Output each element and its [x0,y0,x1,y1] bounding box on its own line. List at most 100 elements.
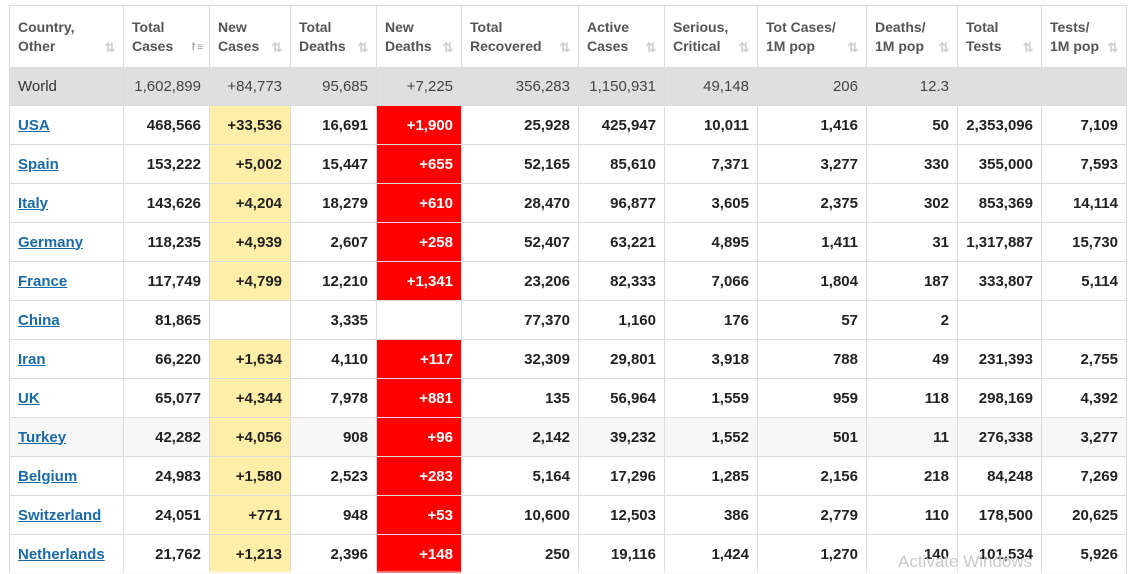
new-cases-cell: +4,056 [209,417,291,457]
header-line-1: Total [470,18,503,35]
total-recovered-cell: 23,206 [461,261,579,301]
total-deaths-cell: 4,110 [290,339,377,379]
serious-critical-cell: 1,424 [664,534,758,574]
new-deaths-cell: +283 [376,456,462,496]
country-link[interactable]: Germany [18,233,84,251]
active-cases-cell: 425,947 [578,105,665,145]
new-cases-cell: +1,580 [209,456,291,496]
header-line-1: New [385,18,414,35]
sort-arrows-icon[interactable]: ⇅ [847,40,859,55]
active-cases-cell: 56,964 [578,378,665,418]
new-cases-cell: +5,002 [209,144,291,184]
column-header-label: New Deaths [385,18,455,56]
country-link[interactable]: China [18,311,60,329]
total-cases-cell: 42,282 [123,417,210,457]
country-cell: Spain [9,144,124,184]
column-header-active-cases[interactable]: Active Cases ⇅ [578,5,665,68]
country-link[interactable]: Iran [18,350,46,368]
country-link[interactable]: France [18,272,68,290]
country-link[interactable]: Spain [18,155,59,173]
country-link[interactable]: USA [18,116,50,134]
sort-arrows-icon[interactable]: ⇅ [559,40,571,55]
country-cell: Belgium [9,456,124,496]
column-header-label: Serious, Critical [673,18,751,56]
sort-desc-icon[interactable]: ↾≡ [189,42,204,53]
column-header-new-cases[interactable]: New Cases ⇅ [209,5,291,68]
cases-per-million-cell: 501 [757,417,867,457]
column-header-label: Active Cases [587,18,658,56]
total-recovered-cell: 2,142 [461,417,579,457]
country-link[interactable]: Netherlands [18,545,105,563]
active-cases-cell: 29,801 [578,339,665,379]
column-header-total-tests[interactable]: Total Tests ⇅ [957,5,1042,68]
sort-arrows-icon[interactable]: ⇅ [938,40,950,55]
header-line-2: 1M pop [875,37,924,54]
column-header-tot-cases-1m-pop[interactable]: Tot Cases/1M pop ⇅ [757,5,867,68]
new-deaths-cell: +1,900 [376,105,462,145]
total-tests-cell: 276,338 [957,417,1042,457]
total-cases-cell: 118,235 [123,222,210,262]
sort-arrows-icon[interactable]: ⇅ [442,40,454,55]
sort-arrows-icon[interactable]: ⇅ [1022,40,1034,55]
tests-per-million-cell: 4,392 [1041,378,1127,418]
sort-arrows-icon[interactable]: ⇅ [104,40,116,55]
country-link[interactable]: UK [18,389,40,407]
column-header-new-deaths[interactable]: New Deaths ⇅ [376,5,462,68]
tests-per-million-cell: 20,625 [1041,495,1127,535]
total-cases-cell: 1,602,899 [123,67,210,106]
sort-arrows-icon[interactable]: ⇅ [271,40,283,55]
column-header-total-deaths[interactable]: Total Deaths ⇅ [290,5,377,68]
new-cases-cell: +4,344 [209,378,291,418]
header-line-2: Critical [673,37,721,54]
deaths-per-million-cell: 110 [866,495,958,535]
cases-per-million-cell: 1,411 [757,222,867,262]
tests-per-million-cell [1041,300,1127,340]
header-line-2: Deaths [299,37,346,54]
new-deaths-cell: +655 [376,144,462,184]
cases-per-million-cell: 57 [757,300,867,340]
column-header-deaths-1m-pop[interactable]: Deaths/1M pop ⇅ [866,5,958,68]
total-deaths-cell: 948 [290,495,377,535]
table-row: France 117,749 +4,799 12,210 +1,341 23,206 82,… [9,261,1127,301]
country-link[interactable]: Italy [18,194,49,212]
column-header-tests-1m-pop[interactable]: Tests/1M pop ⇅ [1041,5,1127,68]
country-cell: Germany [9,222,124,262]
total-cases-cell: 24,051 [123,495,210,535]
country-cell: Switzerland [9,495,124,535]
table-body: World 1,602,899 +84,773 95,685 +7,225 356,283… [9,67,1127,574]
active-cases-cell: 12,503 [578,495,665,535]
tests-per-million-cell: 7,269 [1041,456,1127,496]
new-cases-cell: +4,939 [209,222,291,262]
column-header-total-cases[interactable]: Total Cases ↾≡ [123,5,210,68]
tests-per-million-cell: 7,109 [1041,105,1127,145]
sort-arrows-icon[interactable]: ⇅ [645,40,657,55]
total-cases-cell: 65,077 [123,378,210,418]
total-deaths-cell: 12,210 [290,261,377,301]
column-header-label: Total Recovered [470,18,572,56]
header-line-2: Cases [132,37,174,54]
active-cases-cell: 82,333 [578,261,665,301]
deaths-per-million-cell: 2 [866,300,958,340]
serious-critical-cell: 7,371 [664,144,758,184]
country-link[interactable]: Switzerland [18,506,102,524]
new-deaths-cell: +148 [376,534,462,574]
column-header-total-recovered[interactable]: Total Recovered ⇅ [461,5,579,68]
sort-arrows-icon[interactable]: ⇅ [357,40,369,55]
header-line-2: 1M pop [1050,37,1099,54]
total-recovered-cell: 77,370 [461,300,579,340]
deaths-per-million-cell: 302 [866,183,958,223]
new-cases-cell: +33,536 [209,105,291,145]
country-cell: France [9,261,124,301]
table-row: Turkey 42,282 +4,056 908 +96 2,142 39,232 1,552… [9,417,1127,457]
serious-critical-cell: 4,895 [664,222,758,262]
sort-arrows-icon[interactable]: ⇅ [738,40,750,55]
column-header-country-other[interactable]: Country, Other ⇅ [9,5,124,68]
cases-per-million-cell: 788 [757,339,867,379]
column-header-serious-critical[interactable]: Serious, Critical ⇅ [664,5,758,68]
table-row: Iran 66,220 +1,634 4,110 +117 32,309 29,801 3,9… [9,339,1127,379]
country-link[interactable]: Turkey [18,428,67,446]
new-deaths-cell: +610 [376,183,462,223]
sort-arrows-icon[interactable]: ⇅ [1107,40,1119,55]
total-deaths-cell: 3,335 [290,300,377,340]
country-link[interactable]: Belgium [18,467,78,485]
